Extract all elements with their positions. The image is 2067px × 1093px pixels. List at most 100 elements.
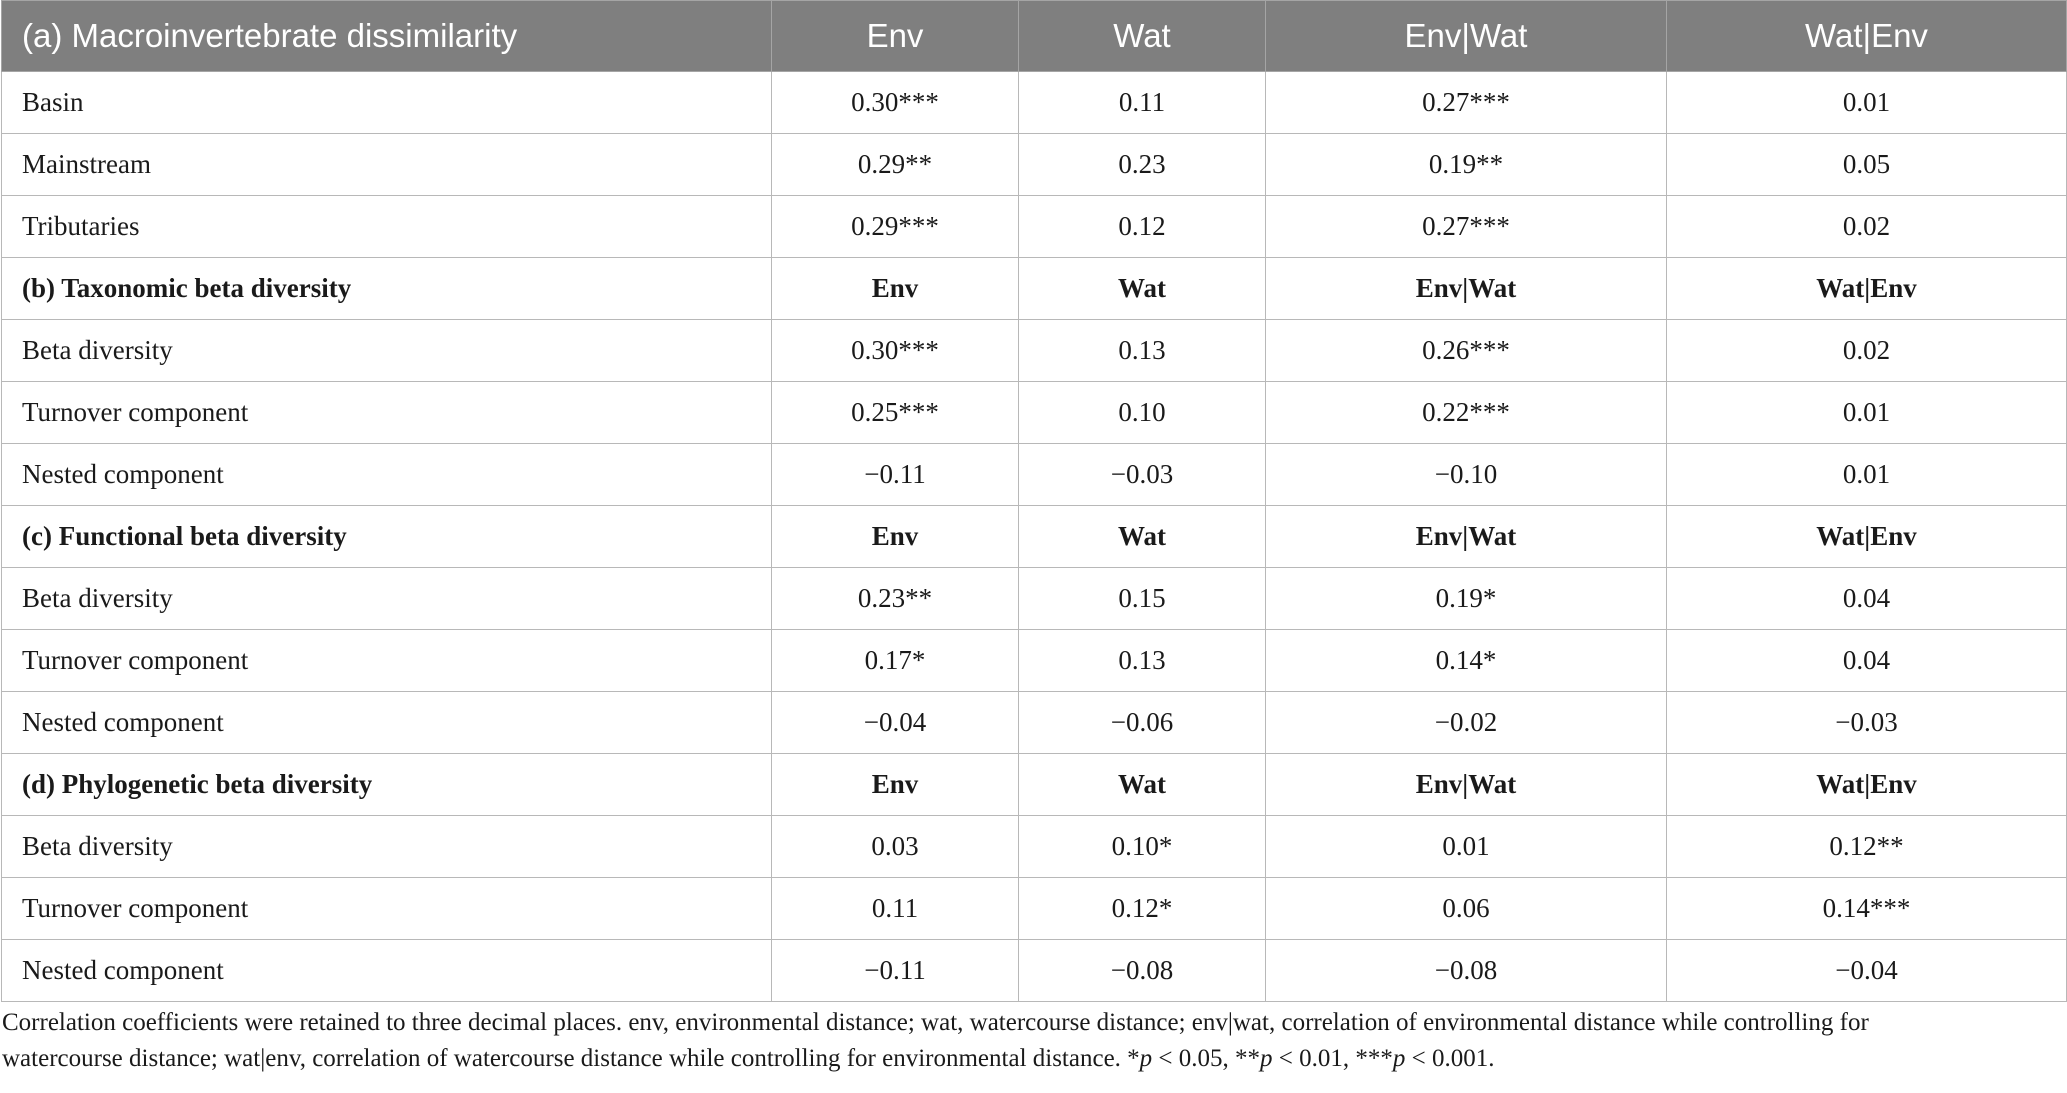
cell-wat-given-env: 0.01 — [1666, 443, 2067, 506]
footnote-line-2: watercourse distance; wat|env, correlati… — [2, 1041, 2062, 1077]
cell-env: −0.11 — [771, 443, 1019, 506]
cell-env: 0.17* — [771, 629, 1019, 692]
table-row: Basin 0.30*** 0.11 0.27*** 0.01 — [1, 71, 2067, 134]
cell-wat: 0.15 — [1018, 567, 1266, 630]
section-col-env: Env — [771, 753, 1019, 816]
table-row: Nested component −0.11 −0.08 −0.08 −0.04 — [1, 939, 2067, 1002]
cell-wat: 0.10* — [1018, 815, 1266, 878]
row-label: Mainstream — [1, 133, 772, 196]
cell-env: 0.29** — [771, 133, 1019, 196]
section-col-wat-given-env: Wat|Env — [1666, 505, 2067, 568]
section-col-wat: Wat — [1018, 257, 1266, 320]
sig-stars-1: * — [1127, 1045, 1140, 1072]
row-label: Turnover component — [1, 877, 772, 940]
cell-env-given-wat: 0.14* — [1265, 629, 1667, 692]
cell-env: −0.04 — [771, 691, 1019, 754]
cell-wat-given-env: 0.01 — [1666, 381, 2067, 444]
section-col-env-given-wat: Env|Wat — [1265, 753, 1667, 816]
cell-wat: −0.08 — [1018, 939, 1266, 1002]
footnote-line-1: Correlation coefficients were retained t… — [2, 1009, 1869, 1036]
table-row: Mainstream 0.29** 0.23 0.19** 0.05 — [1, 133, 2067, 196]
cell-wat: −0.03 — [1018, 443, 1266, 506]
sig-stars-3: *** — [1355, 1045, 1393, 1072]
table-row: Turnover component 0.11 0.12* 0.06 0.14*… — [1, 877, 2067, 940]
cell-env: 0.03 — [771, 815, 1019, 878]
cell-env-given-wat: 0.01 — [1265, 815, 1667, 878]
cell-wat-given-env: 0.12** — [1666, 815, 2067, 878]
table-row: Tributaries 0.29*** 0.12 0.27*** 0.02 — [1, 195, 2067, 258]
cell-wat-given-env: 0.04 — [1666, 567, 2067, 630]
cell-env-given-wat: 0.27*** — [1265, 195, 1667, 258]
cell-wat-given-env: 0.02 — [1666, 319, 2067, 382]
cell-wat-given-env: 0.02 — [1666, 195, 2067, 258]
cell-env-given-wat: −0.02 — [1265, 691, 1667, 754]
section-title: (b) Taxonomic beta diversity — [1, 257, 772, 320]
section-col-env: Env — [771, 505, 1019, 568]
table-row: Turnover component 0.17* 0.13 0.14* 0.04 — [1, 629, 2067, 692]
cell-wat-given-env: 0.04 — [1666, 629, 2067, 692]
row-label: Basin — [1, 71, 772, 134]
header-col-wat: Wat — [1018, 0, 1266, 72]
header-col-env-given-wat: Env|Wat — [1265, 0, 1667, 72]
sig-threshold-1: < 0.05, — [1152, 1045, 1236, 1072]
table-container: (a) Macroinvertebrate dissimilarity Env … — [1, 0, 2067, 1002]
cell-env-given-wat: −0.08 — [1265, 939, 1667, 1002]
table-row: Beta diversity 0.30*** 0.13 0.26*** 0.02 — [1, 319, 2067, 382]
header-title: (a) Macroinvertebrate dissimilarity — [1, 0, 772, 72]
table-row: Nested component −0.04 −0.06 −0.02 −0.03 — [1, 691, 2067, 754]
cell-env: 0.30*** — [771, 71, 1019, 134]
cell-env-given-wat: −0.10 — [1265, 443, 1667, 506]
cell-wat: 0.10 — [1018, 381, 1266, 444]
section-col-env-given-wat: Env|Wat — [1265, 505, 1667, 568]
row-label: Beta diversity — [1, 567, 772, 630]
cell-env-given-wat: 0.22*** — [1265, 381, 1667, 444]
cell-wat-given-env: −0.04 — [1666, 939, 2067, 1002]
cell-env: 0.29*** — [771, 195, 1019, 258]
cell-env: 0.25*** — [771, 381, 1019, 444]
cell-wat: −0.06 — [1018, 691, 1266, 754]
sig-p-1: p — [1139, 1045, 1153, 1072]
section-header-row: (b) Taxonomic beta diversity Env Wat Env… — [1, 257, 2067, 320]
cell-env: 0.23** — [771, 567, 1019, 630]
section-title: (d) Phylogenetic beta diversity — [1, 753, 772, 816]
section-col-wat: Wat — [1018, 753, 1266, 816]
cell-wat-given-env: 0.01 — [1666, 71, 2067, 134]
table-row: Beta diversity 0.23** 0.15 0.19* 0.04 — [1, 567, 2067, 630]
table-row: Nested component −0.11 −0.03 −0.10 0.01 — [1, 443, 2067, 506]
cell-wat-given-env: −0.03 — [1666, 691, 2067, 754]
section-header-row: (c) Functional beta diversity Env Wat En… — [1, 505, 2067, 568]
row-label: Turnover component — [1, 629, 772, 692]
section-header-row: (d) Phylogenetic beta diversity Env Wat … — [1, 753, 2067, 816]
row-label: Nested component — [1, 939, 772, 1002]
row-label: Turnover component — [1, 381, 772, 444]
cell-env: 0.30*** — [771, 319, 1019, 382]
cell-wat: 0.12 — [1018, 195, 1266, 258]
sig-p-2: p — [1260, 1045, 1273, 1072]
row-label: Tributaries — [1, 195, 772, 258]
cell-wat: 0.23 — [1018, 133, 1266, 196]
cell-env-given-wat: 0.19* — [1265, 567, 1667, 630]
header-col-wat-given-env: Wat|Env — [1666, 0, 2067, 72]
footnote-text: watercourse distance; wat|env, correlati… — [2, 1045, 1128, 1072]
row-label: Nested component — [1, 691, 772, 754]
section-col-wat-given-env: Wat|Env — [1666, 257, 2067, 320]
table-footnote: Correlation coefficients were retained t… — [2, 1005, 2062, 1077]
cell-wat-given-env: 0.14*** — [1666, 877, 2067, 940]
row-label: Beta diversity — [1, 815, 772, 878]
section-col-wat-given-env: Wat|Env — [1666, 753, 2067, 816]
cell-env-given-wat: 0.19** — [1265, 133, 1667, 196]
table-row: Turnover component 0.25*** 0.10 0.22*** … — [1, 381, 2067, 444]
section-title: (c) Functional beta diversity — [1, 505, 772, 568]
row-label: Beta diversity — [1, 319, 772, 382]
cell-wat: 0.13 — [1018, 629, 1266, 692]
section-col-env-given-wat: Env|Wat — [1265, 257, 1667, 320]
sig-p-3: p — [1392, 1045, 1406, 1072]
row-label: Nested component — [1, 443, 772, 506]
cell-env-given-wat: 0.26*** — [1265, 319, 1667, 382]
cell-wat: 0.11 — [1018, 71, 1266, 134]
cell-wat: 0.12* — [1018, 877, 1266, 940]
results-table: (a) Macroinvertebrate dissimilarity Env … — [1, 0, 2067, 1002]
section-col-wat: Wat — [1018, 505, 1266, 568]
table-header-row: (a) Macroinvertebrate dissimilarity Env … — [1, 0, 2067, 72]
cell-env-given-wat: 0.06 — [1265, 877, 1667, 940]
